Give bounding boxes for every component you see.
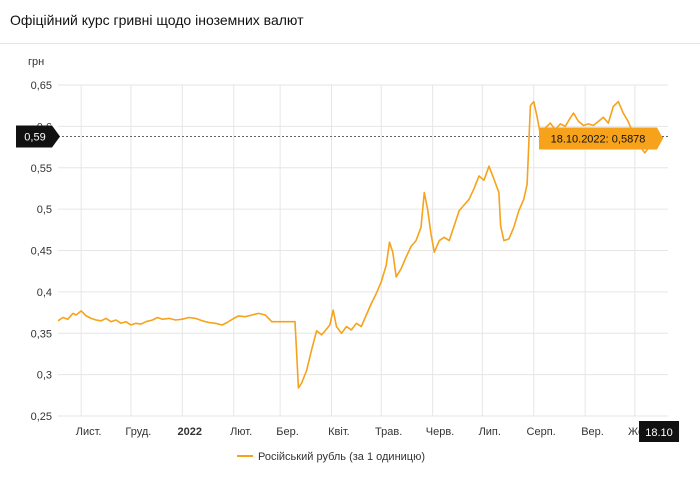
x-axis-ticks: Лист. Груд. 2022 Лют. Бер. Квіт. Трав. Черв. Лип…	[76, 426, 657, 438]
y-tick-label: 0,65	[31, 80, 52, 92]
y-tick-label: 0,4	[37, 287, 52, 299]
y-tick-label: 0,55	[31, 163, 52, 175]
y-axis-label: грн	[28, 56, 44, 68]
rate-chart[interactable]: 0,250,30,350,40,450,50,550,60,65 Лист.Гр…	[0, 44, 700, 477]
y-tick-label: 0,5	[37, 204, 52, 216]
crosshair-y-flag	[16, 125, 60, 148]
tooltip-box	[539, 127, 664, 150]
y-axis-ticks: 0,250,30,350,40,450,50,550,60,65	[31, 80, 52, 423]
page-title: Офіційний курс гривні щодо іноземних вал…	[10, 12, 304, 28]
crosshair: 0,59 18.10.2022: 0,5878 18.10	[16, 125, 680, 442]
series-line-rub[interactable]	[57, 100, 664, 389]
y-tick-label: 0,3	[37, 370, 52, 382]
legend[interactable]: Російський рубль (за 1 одиницю)	[237, 451, 425, 463]
x-tick-label: Лист.	[76, 426, 102, 438]
y-tick-label: 0,35	[31, 328, 52, 340]
x-tick-label: 2022	[177, 426, 201, 438]
x-tick-label: Лют.	[230, 426, 252, 438]
legend-item-rub[interactable]: Російський рубль (за 1 одиницю)	[258, 451, 425, 463]
crosshair-x-label: 18.10	[645, 427, 673, 439]
crosshair-x-flag	[639, 421, 680, 442]
x-tick-label: Серп.	[527, 426, 556, 438]
crosshair-y-label: 0,59	[24, 131, 45, 143]
x-tick-label: Бер.	[276, 426, 299, 438]
x-tick-label: Квіт.	[328, 426, 350, 438]
x-tick-label: Черв.	[426, 426, 454, 438]
y-tick-label: 0,25	[31, 411, 52, 423]
x-tick-label: Трав.	[375, 426, 402, 438]
x-tick-label: Лип.	[479, 426, 501, 438]
y-tick-label: 0,45	[31, 246, 52, 258]
x-tick-label: Вер.	[581, 426, 604, 438]
header: Офіційний курс гривні щодо іноземних вал…	[0, 0, 700, 44]
chart-grid	[58, 84, 668, 417]
tooltip-text: 18.10.2022: 0,5878	[551, 133, 646, 145]
x-tick-label: Груд.	[125, 426, 151, 438]
